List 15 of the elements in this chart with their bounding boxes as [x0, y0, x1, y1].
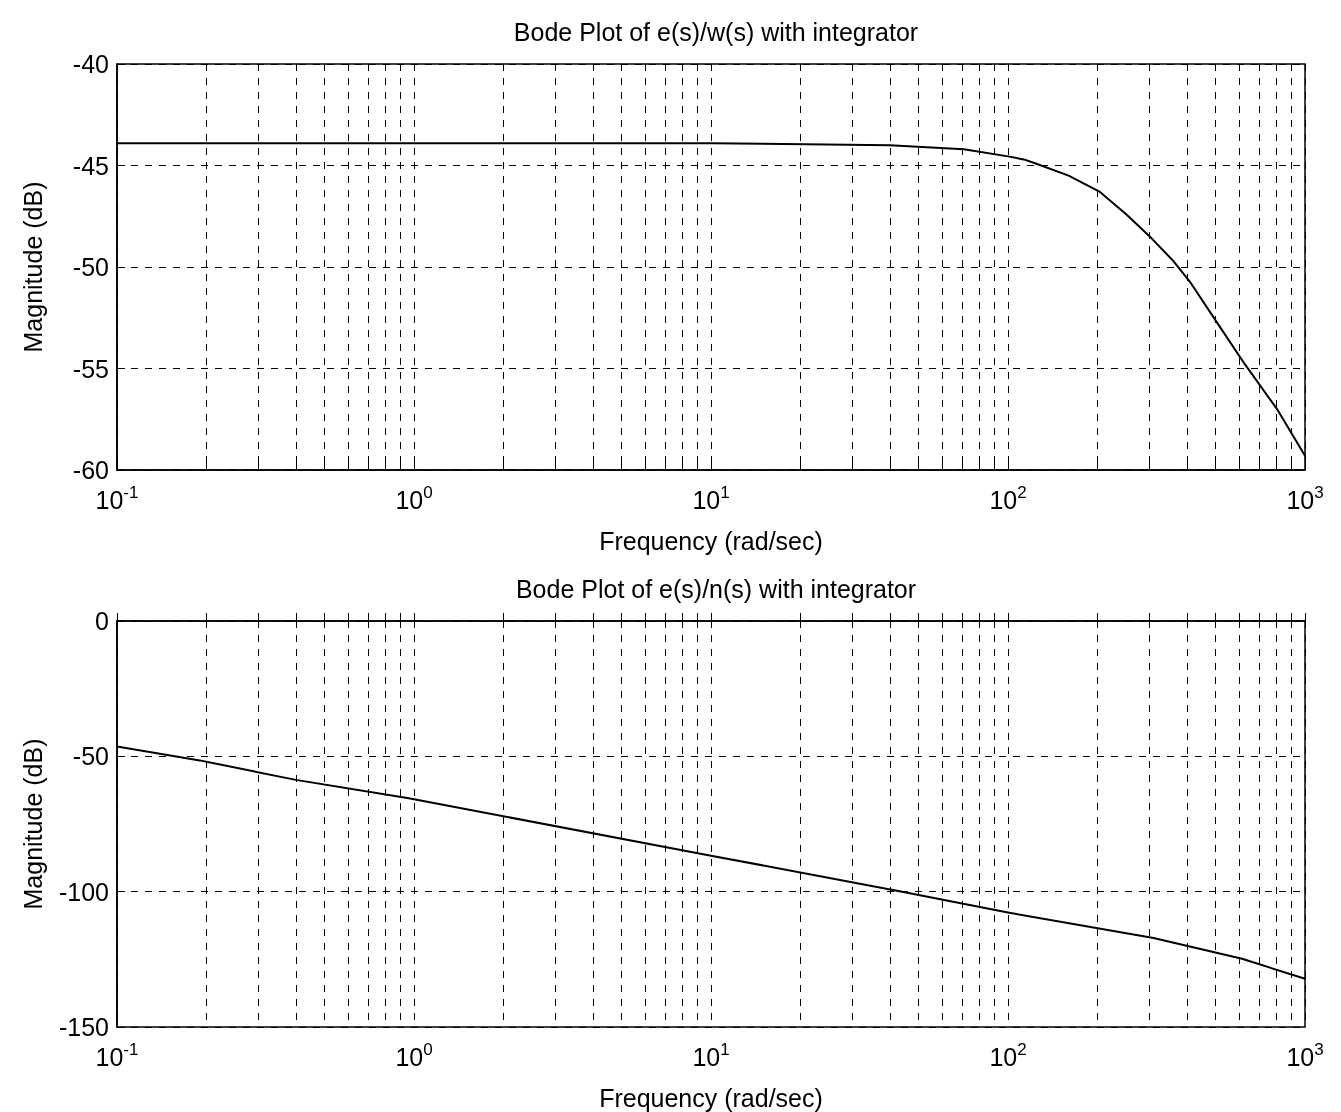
y-axis-title: Magnitude (dB) — [18, 181, 47, 353]
chart-title: Bode Plot of e(s)/w(s) with integrator — [513, 17, 919, 46]
y-tick-label: -50 — [72, 253, 109, 281]
x-axis-title: Frequency (rad/sec) — [599, 526, 823, 555]
y-tick-label: -45 — [72, 151, 109, 180]
y-axis-title: Magnitude (dB) — [18, 738, 47, 910]
chart-title: Bode Plot of e(s)/n(s) with integrator — [515, 574, 917, 603]
y-tick-label: -55 — [72, 354, 109, 383]
y-tick-label: -60 — [72, 456, 109, 484]
y-tick-label: 0 — [95, 607, 109, 635]
y-tick-label: -50 — [72, 742, 109, 771]
y-tick-label: -150 — [58, 1013, 109, 1041]
y-tick-label: -40 — [72, 50, 109, 78]
x-axis-title: Frequency (rad/sec) — [599, 1083, 823, 1112]
y-tick-label: -100 — [58, 877, 109, 906]
